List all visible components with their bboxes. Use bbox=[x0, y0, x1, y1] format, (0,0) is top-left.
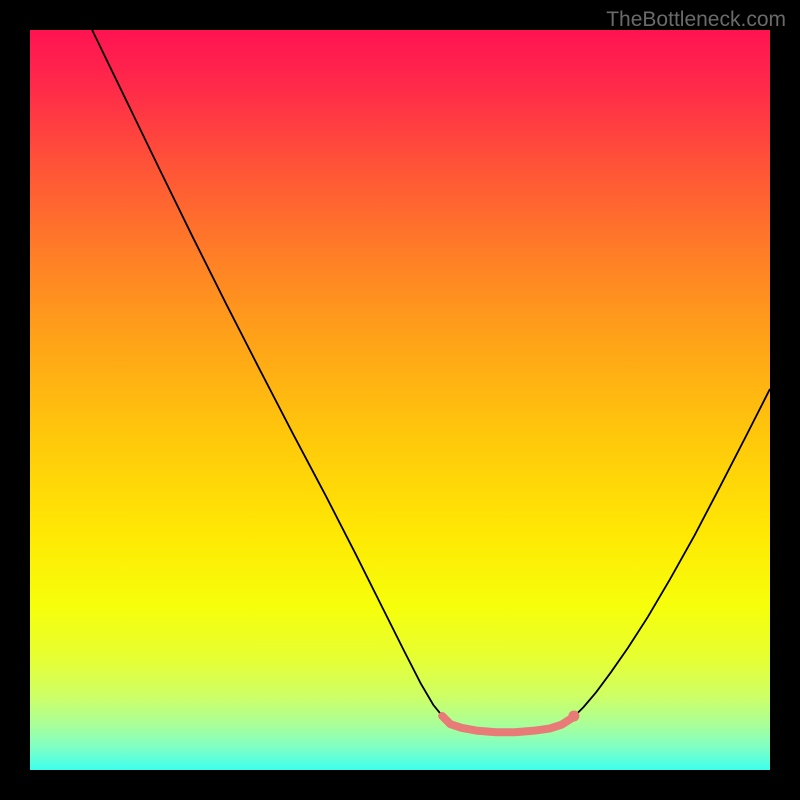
highlight-end-dot bbox=[568, 710, 579, 721]
gradient-background bbox=[30, 30, 770, 770]
bottleneck-chart bbox=[30, 30, 770, 770]
watermark-text: TheBottleneck.com bbox=[606, 8, 786, 32]
chart-container: TheBottleneck.com bbox=[0, 0, 800, 800]
